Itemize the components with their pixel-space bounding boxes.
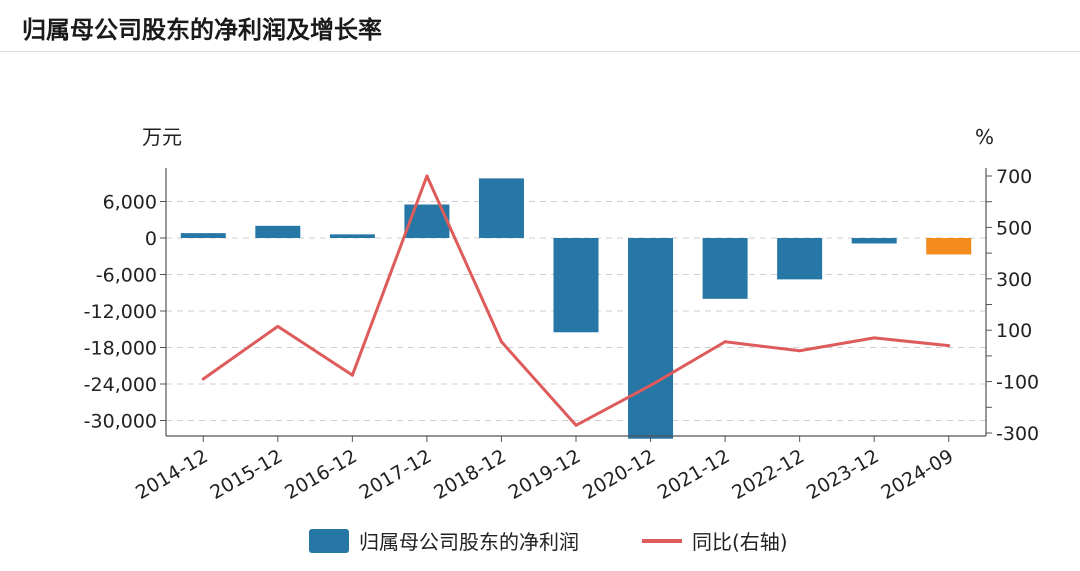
bar-2023-12 (851, 238, 897, 244)
line-point-2017-12 (425, 174, 429, 178)
bar-2015-12 (255, 225, 301, 238)
line-point-2023-12 (872, 336, 876, 340)
axes: 6,000 0 -6,000 -12,000 -18,000 -24,000 -30,000… (84, 166, 1039, 504)
x-tick-label: 2016-12 (281, 445, 361, 504)
right-axis-unit: % (975, 125, 994, 149)
line-point-2019-12 (574, 423, 578, 427)
x-tick-label: 2014-12 (132, 445, 212, 504)
left-tick-label: -30,000 (84, 411, 157, 433)
right-tick-label: 700 (996, 166, 1032, 188)
right-tick-label: 300 (996, 269, 1032, 291)
bar-2021-12 (702, 238, 748, 299)
bar-2016-12 (329, 234, 375, 238)
x-tick-label: 2021-12 (654, 445, 734, 504)
legend-swatch-bar (309, 529, 349, 553)
x-tick-label: 2022-12 (728, 445, 808, 504)
line-point-2024-09 (947, 344, 951, 348)
legend: 归属母公司股东的净利润 同比(右轴) (309, 529, 788, 554)
line-series (201, 174, 951, 427)
line-point-2022-12 (798, 349, 802, 353)
left-tick-label: 0 (145, 228, 157, 250)
bar-series (180, 178, 972, 439)
line-point-2020-12 (649, 383, 653, 387)
bar-2018-12 (478, 178, 524, 238)
bar-2019-12 (553, 238, 599, 333)
bar-2020-12 (628, 238, 674, 439)
bar-2024-09 (926, 238, 972, 255)
left-tick-label: -24,000 (84, 374, 157, 396)
x-tick-label: 2018-12 (430, 445, 510, 504)
right-tick-label: -100 (996, 372, 1039, 394)
x-tick-label: 2017-12 (356, 445, 436, 504)
x-tick-label: 2024-09 (877, 445, 957, 504)
left-tick-label: 6,000 (103, 192, 157, 214)
x-tick-label: 2019-12 (505, 445, 585, 504)
left-tick-label: -6,000 (96, 265, 157, 287)
grid-lines (166, 201, 986, 421)
chart-header: 归属母公司股东的净利润及增长率 (0, 0, 1080, 52)
x-tick-label: 2023-12 (803, 445, 883, 504)
left-tick-label: -18,000 (84, 338, 157, 360)
x-tick-label: 2020-12 (579, 445, 659, 504)
line-point-2016-12 (350, 373, 354, 377)
right-tick-label: 100 (996, 320, 1032, 342)
line-point-2018-12 (499, 340, 503, 344)
chart-title: 归属母公司股东的净利润及增长率 (22, 16, 382, 44)
left-tick-label: -12,000 (84, 301, 157, 323)
line-point-2015-12 (276, 324, 280, 328)
bar-2022-12 (777, 238, 823, 280)
legend-label-bar: 归属母公司股东的净利润 (359, 530, 579, 554)
right-tick-label: -300 (996, 423, 1039, 445)
right-tick-label: 500 (996, 217, 1032, 239)
x-tick-label: 2015-12 (207, 445, 287, 504)
legend-label-line: 同比(右轴) (692, 530, 788, 554)
left-axis-unit: 万元 (142, 125, 182, 149)
bar-2014-12 (180, 233, 226, 238)
line-point-2021-12 (723, 340, 727, 344)
line-point-2014-12 (201, 377, 205, 381)
